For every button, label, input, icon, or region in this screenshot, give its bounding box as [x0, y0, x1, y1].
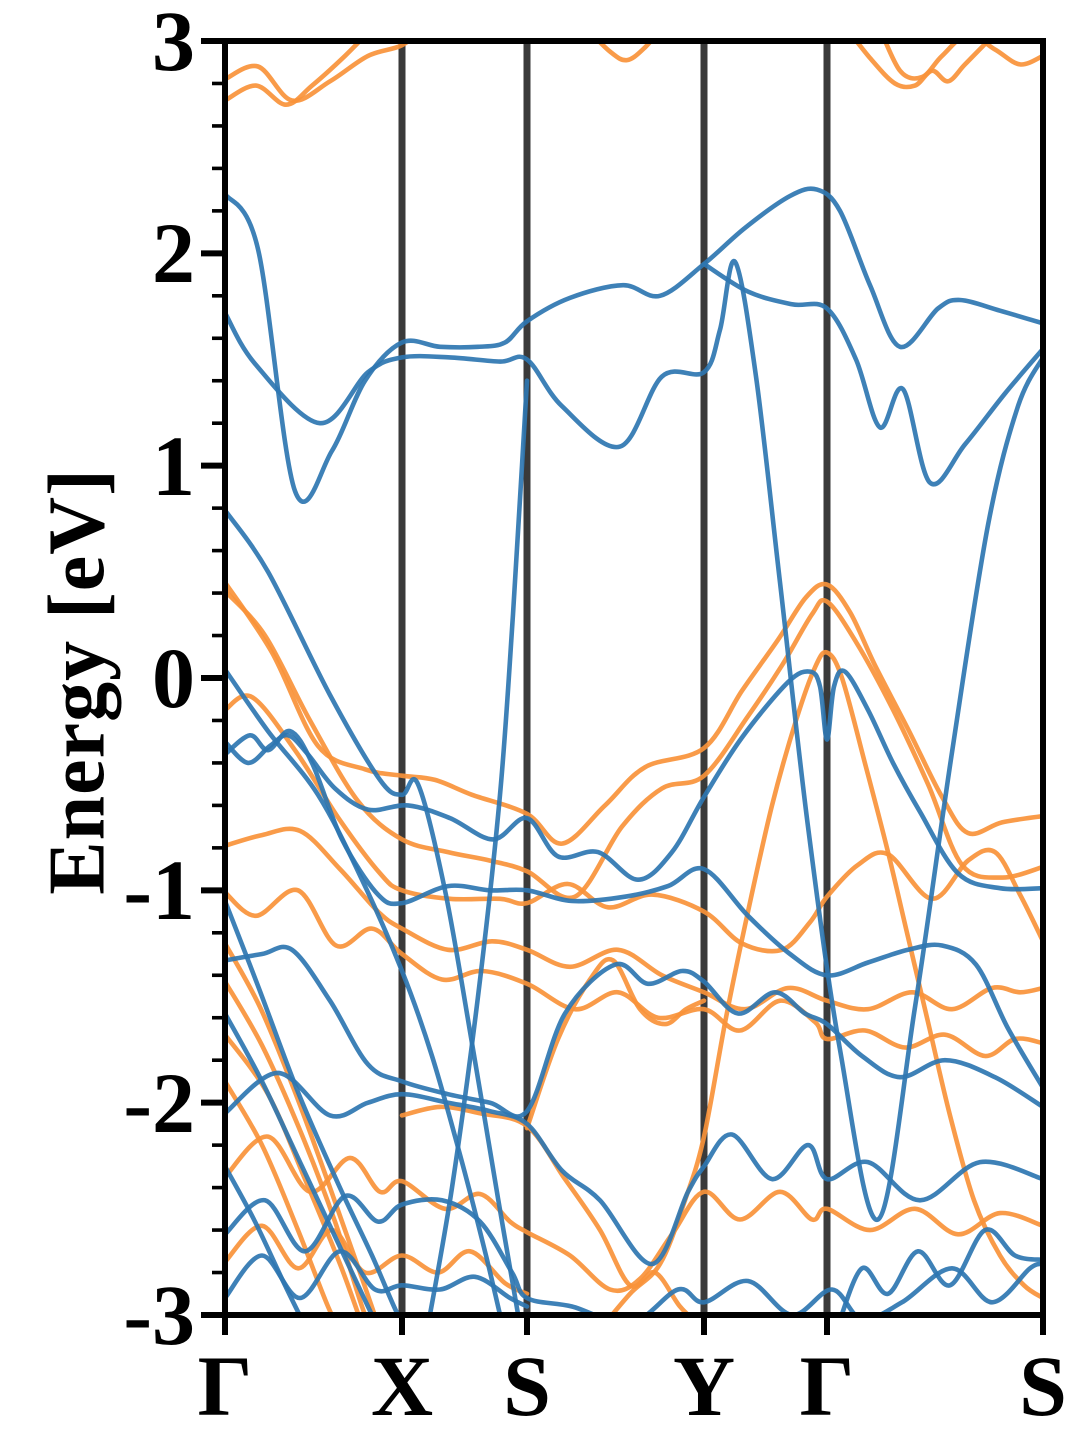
axes-frame — [222, 38, 1046, 1318]
band-line-blue-19 — [225, 186, 1043, 504]
band-line-orange-7 — [225, 1032, 361, 1315]
band-line-blue-31 — [225, 1011, 375, 1315]
band-line-blue-32 — [839, 1227, 1043, 1315]
band-line-orange-1 — [225, 588, 1043, 901]
band-line-blue-27 — [225, 944, 1043, 1119]
band-line-orange-8 — [225, 1079, 335, 1315]
x-tick-label-S: S — [503, 1338, 551, 1434]
x-tick-label-X: X — [370, 1338, 434, 1434]
band-line-orange-13 — [595, 41, 655, 63]
band-line-blue-25 — [225, 668, 1043, 892]
band-line-blue-22 — [225, 507, 521, 1315]
band-line-blue-26 — [225, 728, 1043, 1091]
axes-spines — [222, 38, 1046, 1318]
band-line-blue-21 — [701, 261, 1043, 487]
band-line-orange-16 — [524, 956, 707, 1131]
x-tick-label-Γ: Γ — [799, 1338, 855, 1434]
band-curves — [225, 41, 1043, 1315]
band-line-orange-4 — [225, 887, 1043, 1059]
band-line-orange-9 — [225, 1134, 1043, 1294]
band-line-blue-23 — [427, 378, 530, 1315]
x-tick-label-S: S — [1019, 1338, 1067, 1434]
ticks — [201, 38, 1046, 1335]
band-line-orange-0 — [225, 580, 1043, 846]
band-line-orange-10 — [608, 649, 1043, 1315]
x-tick-label-Y: Y — [672, 1338, 736, 1434]
band-line-blue-34 — [225, 1164, 303, 1315]
band-line-blue-28 — [225, 1070, 1043, 1267]
band-line-orange-6 — [225, 979, 368, 1315]
x-tick-label-Γ: Γ — [197, 1338, 253, 1434]
y-axis-title: Energy [eV] — [33, 468, 122, 895]
band-line-blue-29 — [225, 1193, 1043, 1315]
band-line-orange-12 — [225, 41, 413, 103]
band-line-orange-3 — [225, 826, 1043, 1012]
band-line-blue-20 — [225, 259, 1043, 1222]
band-line-blue-24 — [225, 667, 503, 1315]
band-line-orange-2 — [225, 693, 1043, 954]
symmetry-gridlines — [398, 41, 831, 1315]
